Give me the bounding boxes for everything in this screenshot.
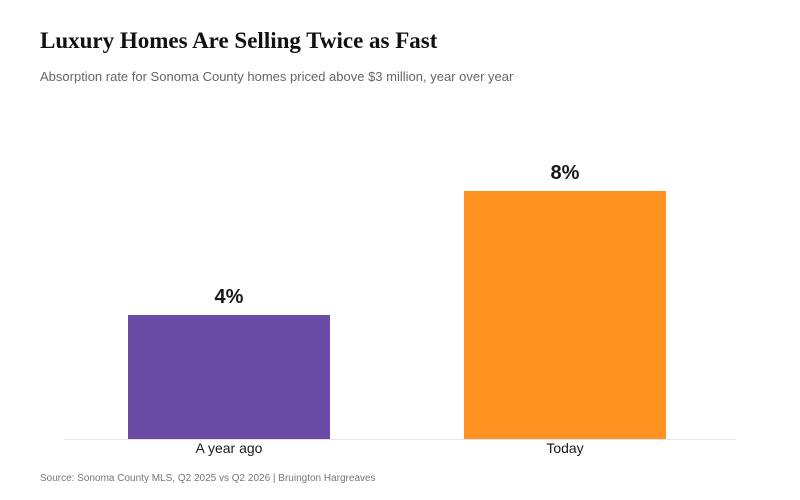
x-tick-label: A year ago: [196, 440, 263, 456]
value-label: 8%: [551, 162, 580, 184]
source-note: Source: Sonoma County MLS, Q2 2025 vs Q2…: [40, 473, 376, 484]
x-tick-label: Today: [546, 440, 583, 456]
value-label: 4%: [215, 286, 244, 308]
bar-year-ago: [128, 315, 330, 439]
chart-title: Luxury Homes Are Selling Twice as Fast: [40, 28, 438, 53]
bar-today: [464, 191, 666, 439]
chart-subtitle: Absorption rate for Sonoma County homes …: [40, 69, 514, 84]
